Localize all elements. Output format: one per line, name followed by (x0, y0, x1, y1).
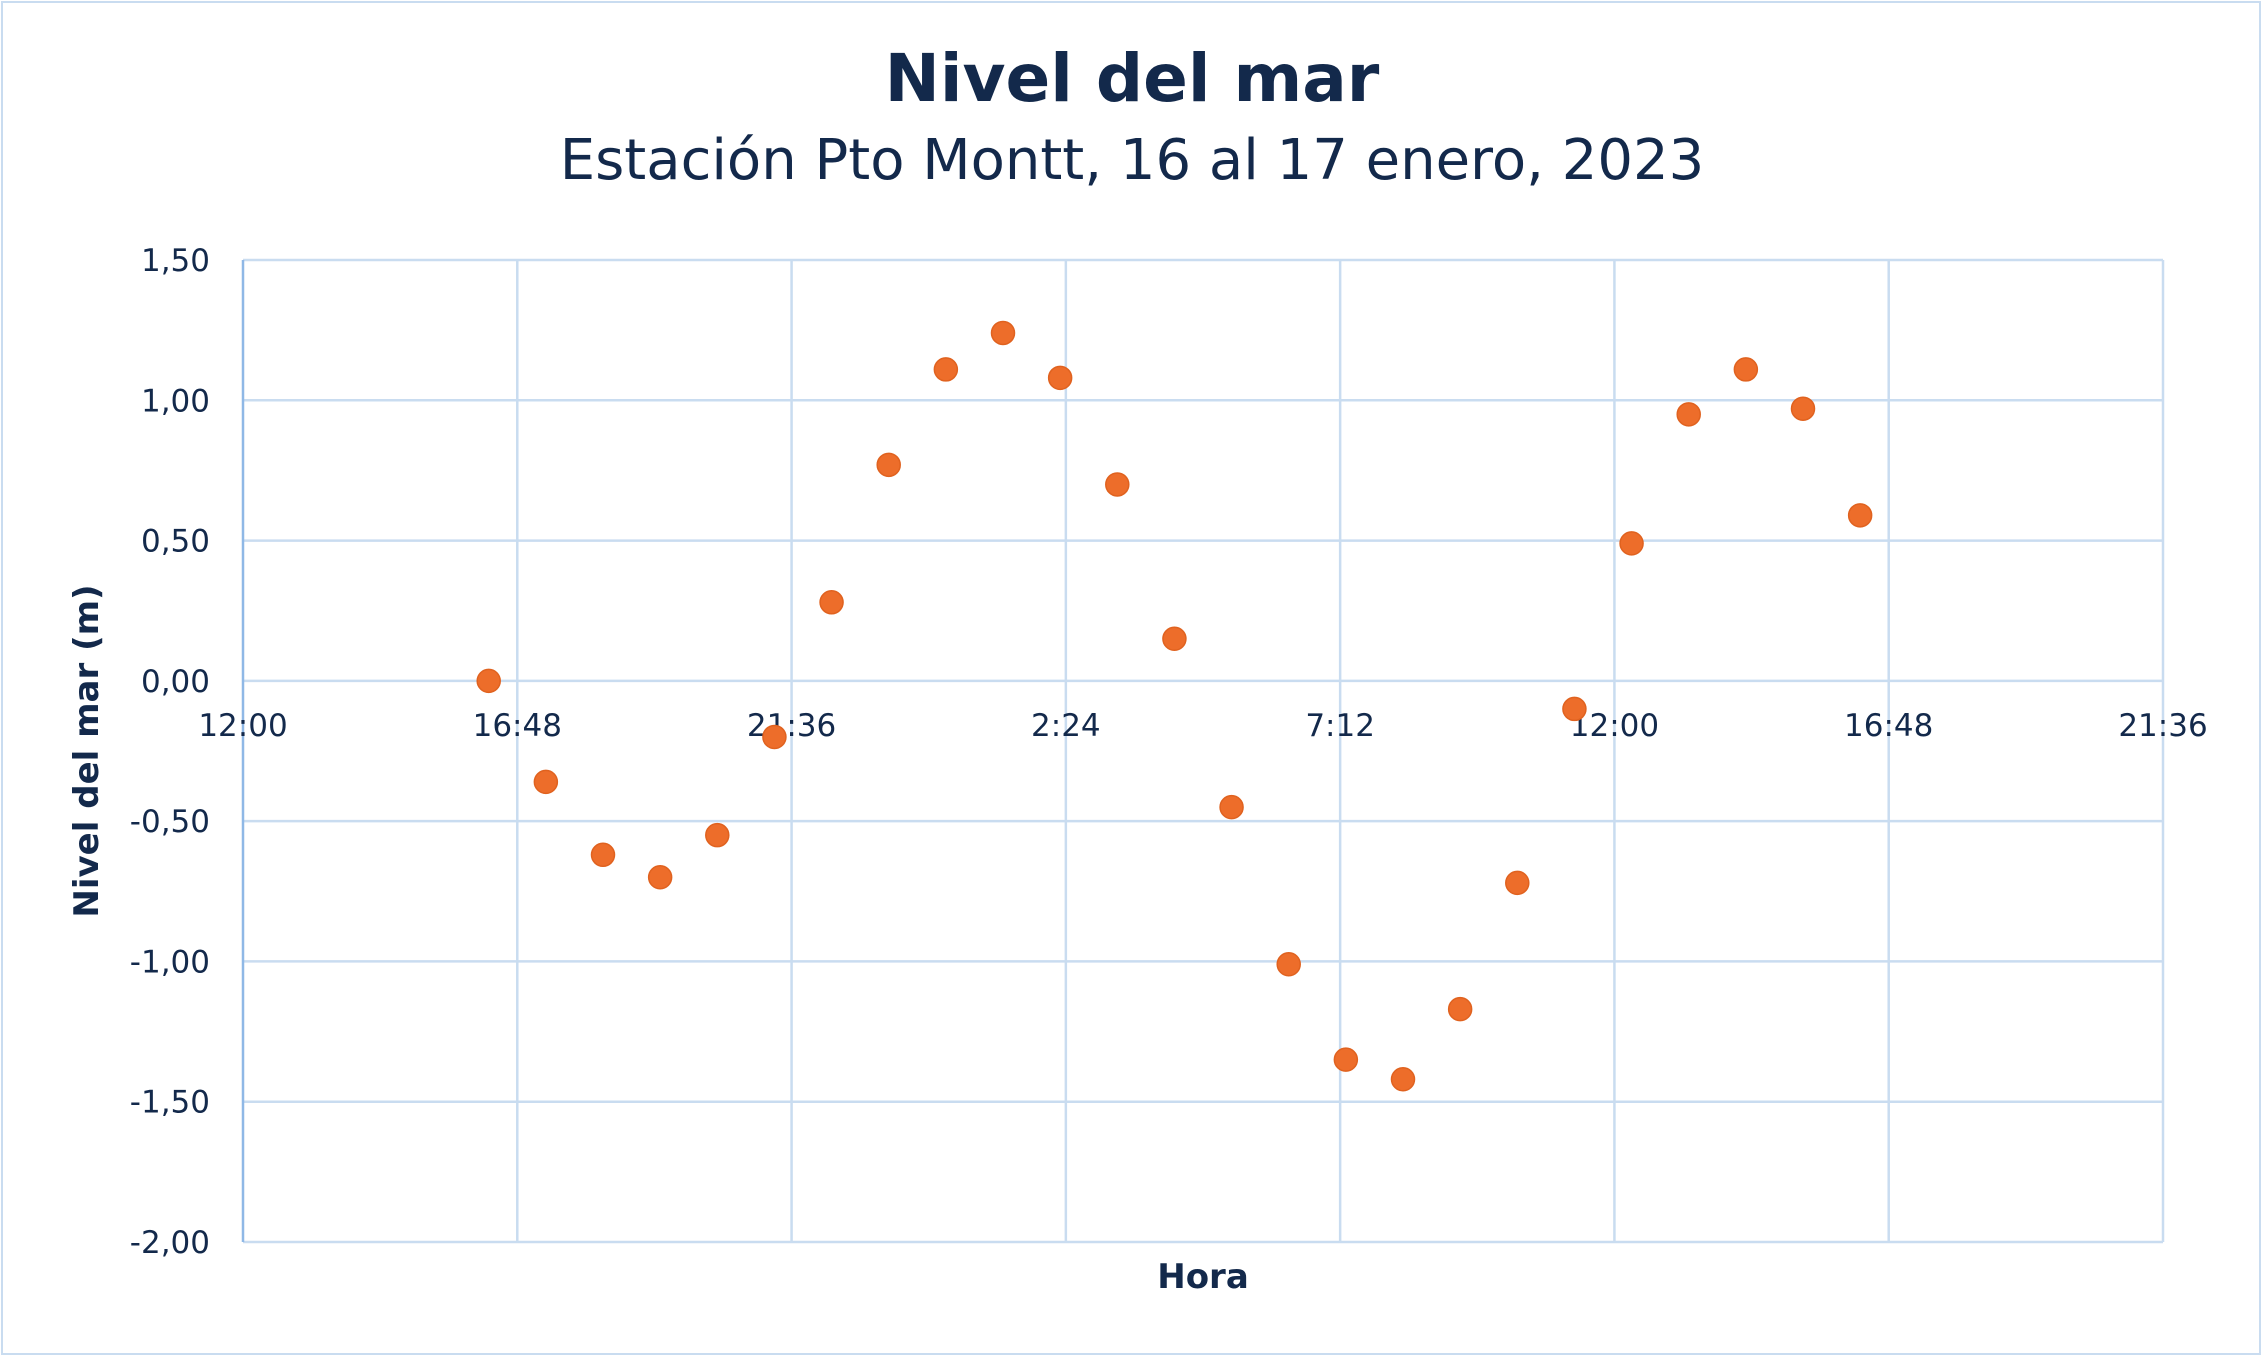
data-point (1390, 1067, 1416, 1092)
data-point (1276, 951, 1301, 977)
data-point (1733, 357, 1759, 382)
y-tick-label: 1,50 (141, 243, 210, 279)
data-point (990, 320, 1016, 346)
data-point (1847, 503, 1873, 528)
x-tick-label: 21:36 (747, 708, 836, 744)
data-point (1162, 626, 1187, 652)
data-point (1105, 472, 1130, 497)
x-tick-label: 12:00 (198, 708, 287, 744)
y-tick-label: -1,50 (130, 1085, 210, 1121)
y-tick-label: -0,50 (130, 804, 210, 840)
data-point (1219, 794, 1244, 820)
data-point (705, 822, 730, 848)
x-tick-label: 16:48 (473, 708, 562, 744)
data-point (819, 590, 844, 615)
y-tick-label: 1,00 (141, 383, 210, 419)
y-tick-label: -2,00 (130, 1225, 210, 1261)
x-tick-label: 7:12 (1305, 708, 1375, 744)
y-axis-title: Nivel del mar (m) (67, 584, 107, 917)
data-point (590, 842, 616, 868)
y-tick-label: 0,00 (141, 664, 210, 700)
data-point (1619, 531, 1644, 556)
data-point (933, 357, 959, 382)
data-point (1562, 696, 1587, 722)
data-point (876, 452, 901, 478)
chart-title: Nivel del mar (884, 40, 1380, 117)
data-point (1505, 870, 1530, 896)
chart-subtitle: Estación Pto Montt, 16 al 17 enero, 2023 (559, 128, 1705, 193)
x-tick-label: 16:48 (1844, 708, 1933, 744)
data-point (1676, 402, 1701, 427)
data-point (647, 865, 673, 890)
y-tick-label: -1,00 (130, 944, 210, 980)
data-point (762, 724, 787, 750)
x-tick-label: 2:24 (1031, 708, 1101, 744)
y-tick-label: 0,50 (141, 524, 210, 560)
data-point (533, 769, 559, 795)
data-point (1333, 1047, 1359, 1072)
data-point (1790, 396, 1816, 421)
data-point (1047, 365, 1073, 391)
data-point (1447, 996, 1473, 1022)
x-axis-title: Hora (1157, 1257, 1249, 1297)
data-point (476, 668, 501, 694)
x-tick-label: 21:36 (2118, 708, 2207, 744)
